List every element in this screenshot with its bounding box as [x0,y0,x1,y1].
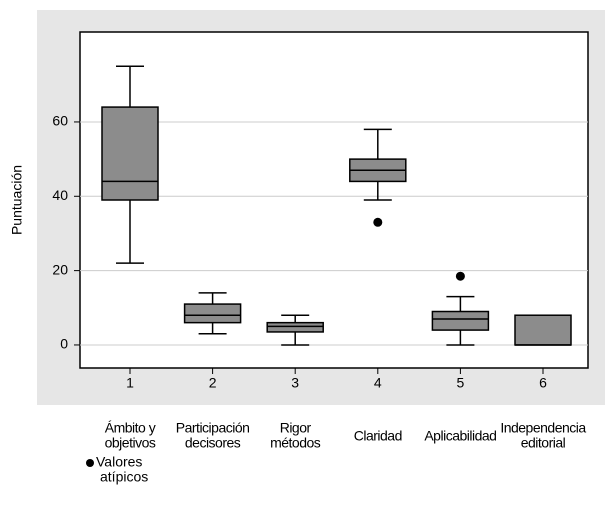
category-description: editorial [521,435,566,451]
category-description: Claridad [354,428,402,444]
outlier [373,217,383,227]
y-tick-label: 0 [60,336,68,352]
box [266,321,324,333]
category-description: métodos [270,435,321,451]
category-description: Participación [176,420,250,436]
x-tick-label: 5 [457,375,465,391]
box [101,106,159,201]
box [514,314,572,346]
box [183,303,242,324]
legend-label: Valores [96,454,142,470]
category-description: Independencia [500,420,586,436]
x-tick-label: 6 [539,375,547,391]
category-description: Rigor [280,420,312,436]
plot-area [79,31,589,369]
x-tick-label: 1 [126,375,134,391]
category-description: Ámbito y [105,420,156,436]
legend-label: atípicos [100,469,148,485]
x-tick-label: 3 [291,375,299,391]
category-description: Aplicabilidad [424,428,496,444]
y-tick-label: 20 [52,261,68,277]
y-axis-label: Puntuación [9,165,25,235]
x-tick-label: 2 [209,375,217,391]
box [431,310,490,331]
y-tick-label: 60 [52,113,68,129]
category-description: decisores [185,435,241,451]
y-tick-label: 40 [52,187,68,203]
outlier [455,271,465,281]
category-description: objetivos [105,435,156,451]
x-tick-label: 4 [374,375,382,391]
legend-marker [86,459,94,467]
